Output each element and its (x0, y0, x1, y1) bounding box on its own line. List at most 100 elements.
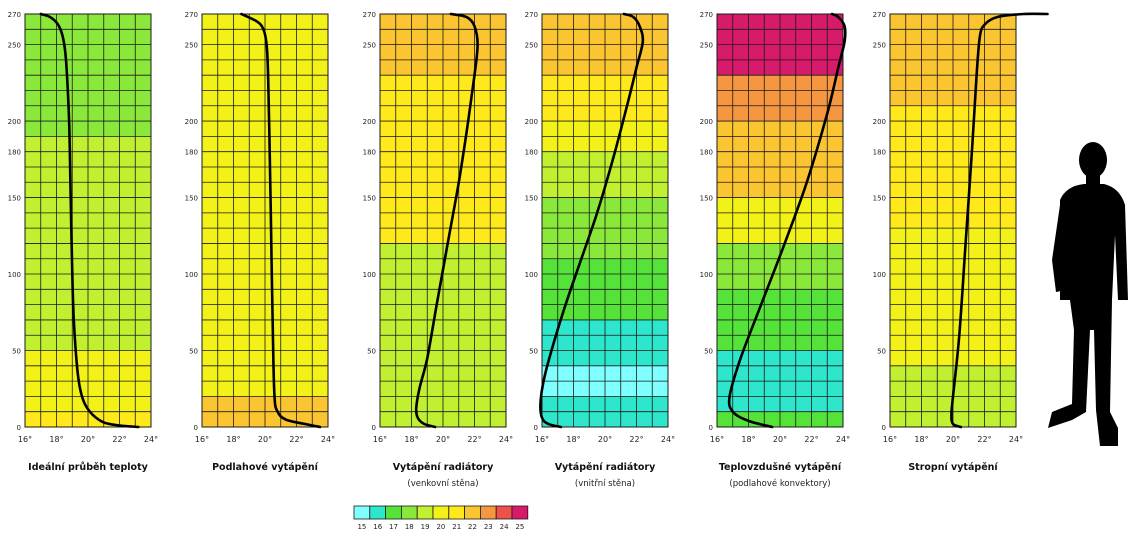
y-tick-label: 0 (372, 424, 376, 432)
legend-label: 19 (421, 523, 430, 531)
legend-swatch (432, 505, 450, 520)
y-tick-label: 180 (363, 149, 376, 157)
y-tick-label: 150 (8, 195, 21, 203)
y-tick-label: 180 (700, 149, 713, 157)
y-tick-label: 270 (873, 11, 886, 19)
y-tick-label: 100 (700, 271, 713, 279)
panel-title: Stropní vytápění (908, 462, 998, 473)
x-tick-label: 20° (258, 435, 272, 444)
x-tick-label: 24° (1009, 435, 1023, 444)
y-tick-label: 180 (525, 149, 538, 157)
x-tick-label: 16° (195, 435, 209, 444)
plot-frame (541, 13, 669, 428)
panel-subtitle: (podlahové konvektory) (729, 478, 830, 489)
x-tick-label: 22° (629, 435, 643, 444)
legend-swatch (369, 505, 386, 520)
legend-swatch (400, 505, 418, 520)
y-tick-label: 250 (700, 42, 713, 50)
x-tick-label: 22° (804, 435, 818, 444)
y-tick-label: 100 (525, 271, 538, 279)
legend-label: 21 (452, 523, 461, 531)
neck-shape (1086, 174, 1100, 186)
legend-label: 22 (468, 523, 477, 531)
legend-label: 20 (436, 523, 445, 531)
plot-frame (716, 13, 844, 428)
x-tick-label: 24° (661, 435, 675, 444)
panel-title: Podlahové vytápění (212, 462, 319, 473)
y-tick-label: 0 (194, 424, 198, 432)
x-tick-label: 16° (710, 435, 724, 444)
legend-swatch (464, 505, 481, 520)
x-tick-label: 18° (566, 435, 580, 444)
panel-subtitle: (venkovní stěna) (407, 479, 478, 489)
temperature-curve (414, 12, 479, 429)
y-tick-label: 0 (17, 424, 21, 432)
legend-label: 25 (515, 523, 524, 531)
y-tick-label: 100 (185, 271, 198, 279)
x-tick-label: 16° (18, 435, 32, 444)
y-tick-label: 150 (185, 195, 198, 203)
y-tick-label: 50 (877, 348, 886, 356)
temperature-curve (727, 12, 847, 429)
y-tick-label: 250 (363, 42, 376, 50)
x-tick-label: 20° (946, 435, 960, 444)
x-tick-label: 16° (535, 435, 549, 444)
y-tick-label: 50 (704, 348, 713, 356)
panel-3: 0 50 100 150 180 200 250 270 16° 18° 20° 22° 24° Vytá… (363, 11, 513, 489)
plot-frame (201, 13, 329, 428)
temperature-curve (539, 12, 645, 429)
color-legend: 15 16 17 18 19 20 21 22 23 24 25 (353, 505, 529, 531)
panel-1: 0 50 100 150 180 200 250 270 16° 18° 20° 22° 24° Ideá… (8, 11, 158, 473)
y-tick-label: 200 (8, 118, 21, 126)
panel-title: Teplovzdušné vytápění (719, 462, 842, 473)
x-tick-label: 18° (914, 435, 928, 444)
x-tick-label: 24° (499, 435, 513, 444)
legend-swatch (448, 505, 465, 520)
temperature-curve (240, 12, 322, 429)
y-tick-label: 100 (873, 271, 886, 279)
x-tick-label: 24° (836, 435, 850, 444)
legend-label: 17 (389, 523, 398, 531)
y-tick-label: 50 (189, 348, 198, 356)
y-tick-label: 270 (525, 11, 538, 19)
arm-shape (1052, 205, 1066, 292)
y-tick-label: 100 (363, 271, 376, 279)
x-tick-label: 20° (81, 435, 95, 444)
panel-5: 0 50 100 150 180 200 250 270 16° 18° 20° 22° 24° Tepl… (700, 11, 850, 489)
legend-label: 24 (500, 523, 509, 531)
x-tick-label: 18° (226, 435, 240, 444)
temperature-curve (39, 12, 140, 429)
panel-2: 0 50 100 150 180 200 250 270 16° 18° 20° 22° 24° Podl… (185, 11, 335, 473)
y-tick-label: 0 (709, 424, 713, 432)
y-tick-label: 100 (8, 271, 21, 279)
x-tick-label: 20° (773, 435, 787, 444)
x-tick-label: 24° (321, 435, 335, 444)
y-tick-label: 200 (525, 118, 538, 126)
y-tick-label: 150 (700, 195, 713, 203)
y-tick-label: 50 (529, 348, 538, 356)
y-tick-label: 50 (367, 348, 376, 356)
y-tick-label: 270 (8, 11, 21, 19)
y-tick-label: 180 (873, 149, 886, 157)
plot-frame (379, 13, 507, 428)
y-tick-label: 150 (873, 195, 886, 203)
y-tick-label: 270 (363, 11, 376, 19)
y-tick-label: 200 (873, 118, 886, 126)
panel-subtitle: (vnitřní stěna) (575, 479, 635, 489)
x-tick-label: 20° (436, 435, 450, 444)
panel-4: 0 50 100 150 180 200 250 270 16° 18° 20° 22° 24° Vytá… (525, 11, 675, 489)
x-tick-label: 22° (467, 435, 481, 444)
x-tick-label: 22° (977, 435, 991, 444)
head-shape (1079, 142, 1107, 178)
x-tick-label: 18° (404, 435, 418, 444)
y-tick-label: 250 (185, 42, 198, 50)
y-tick-label: 0 (882, 424, 886, 432)
legend-swatch (416, 505, 434, 520)
x-tick-label: 24° (144, 435, 158, 444)
x-tick-label: 18° (49, 435, 63, 444)
x-tick-label: 22° (112, 435, 126, 444)
panel-6: 0 50 100 150 180 200 250 270 16° 18° 20° 22° 24° Stro… (873, 11, 1049, 473)
y-tick-label: 270 (185, 11, 198, 19)
y-tick-label: 150 (525, 195, 538, 203)
